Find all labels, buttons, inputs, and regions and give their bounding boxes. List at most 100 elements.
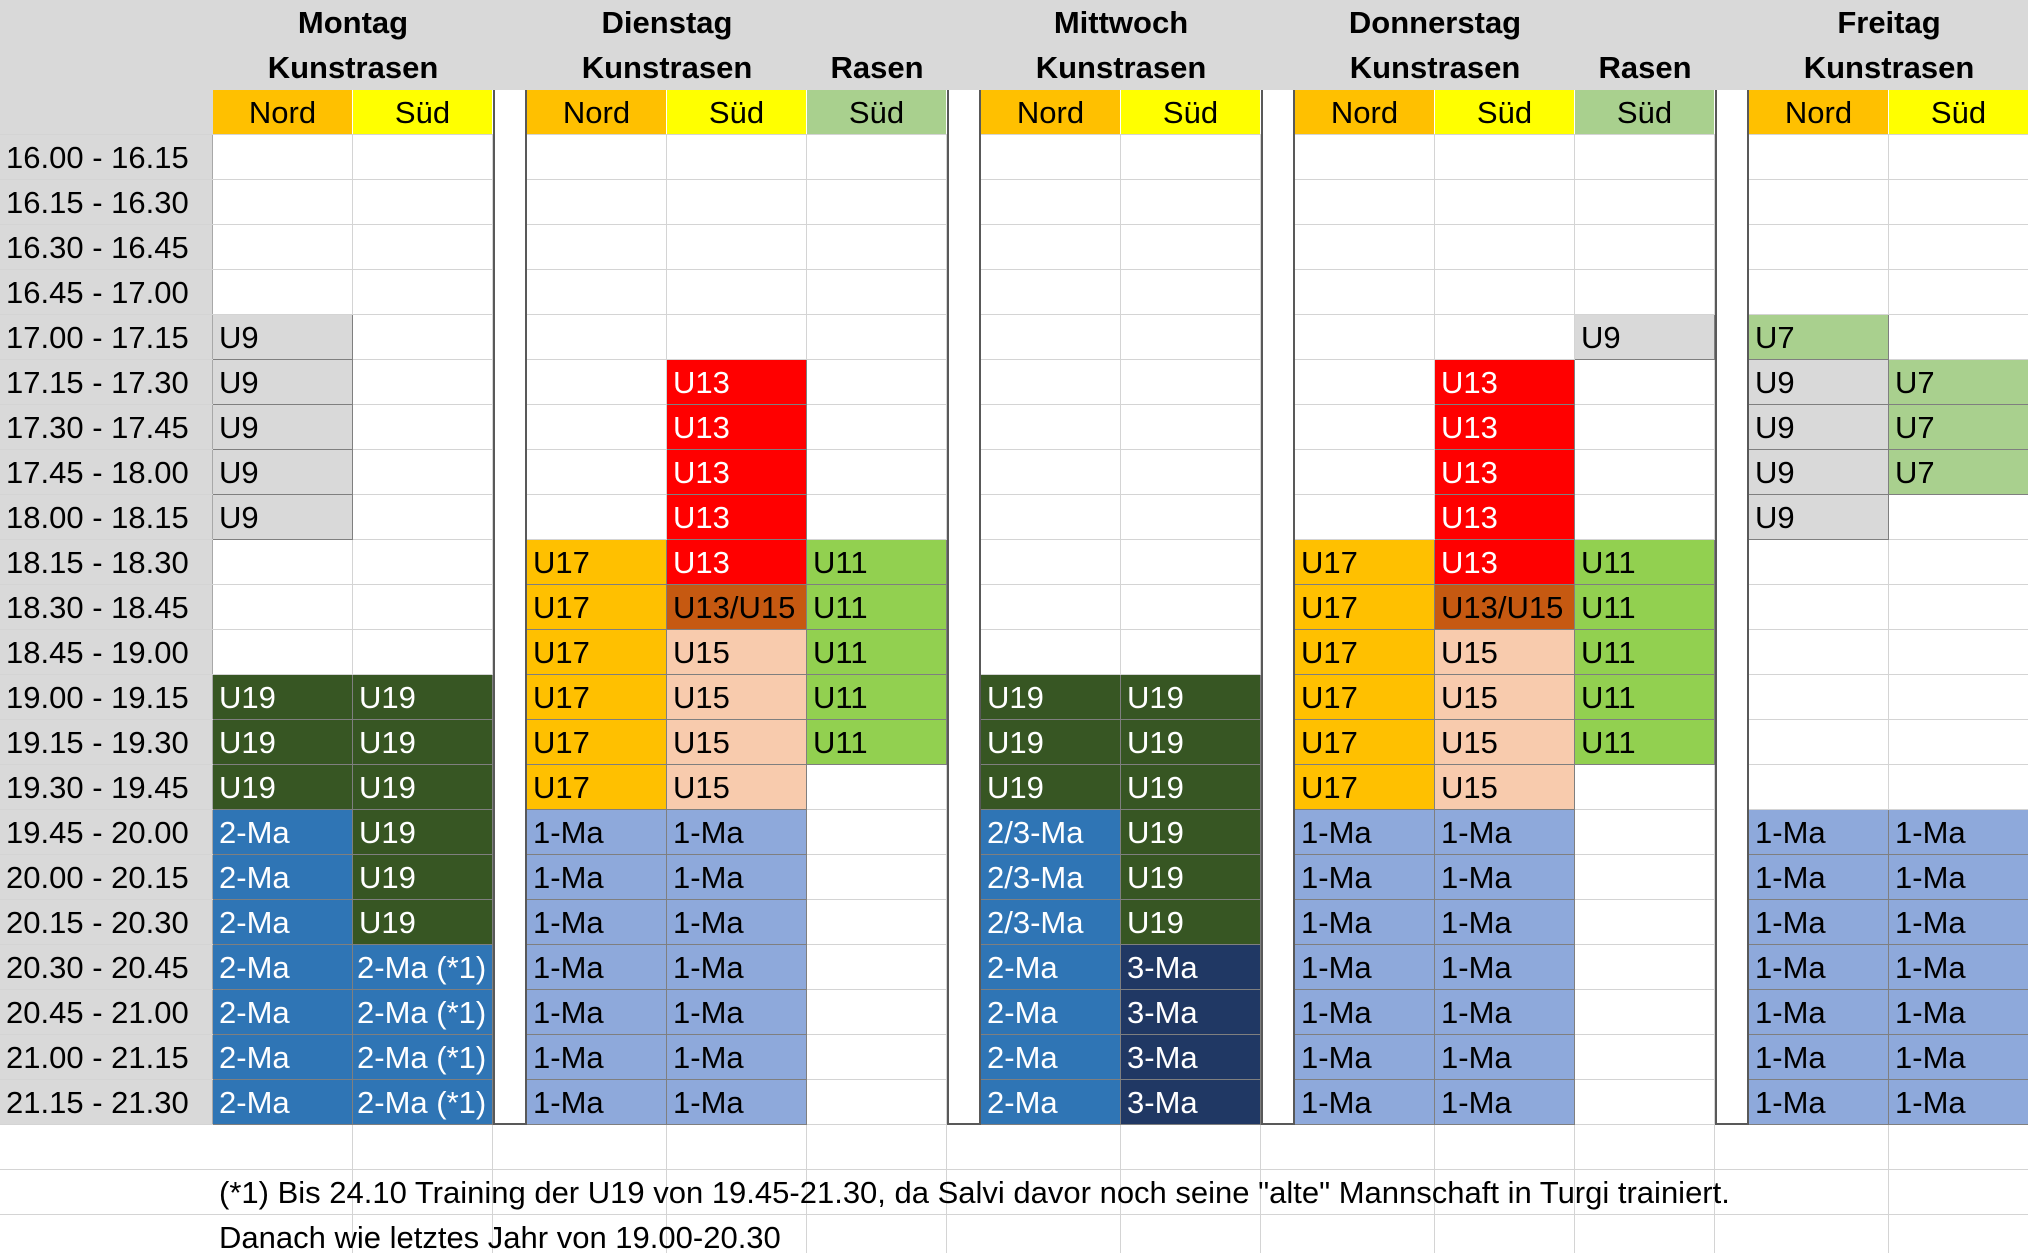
training-slot[interactable]: 1-Ma bbox=[1295, 900, 1435, 945]
training-slot[interactable]: U9 bbox=[1749, 450, 1889, 495]
training-slot[interactable]: 2-Ma bbox=[213, 945, 353, 990]
training-slot[interactable]: U17 bbox=[527, 765, 667, 810]
training-slot[interactable]: 2-Ma (*1) bbox=[353, 945, 493, 990]
training-slot[interactable]: U13 bbox=[1435, 495, 1575, 540]
training-slot[interactable]: 1-Ma bbox=[1435, 900, 1575, 945]
training-slot[interactable]: 2-Ma bbox=[213, 1080, 353, 1125]
training-slot[interactable]: 3-Ma bbox=[1121, 945, 1261, 990]
training-slot[interactable]: 1-Ma bbox=[1295, 990, 1435, 1035]
training-slot[interactable]: U19 bbox=[213, 720, 353, 765]
training-slot[interactable]: 1-Ma bbox=[1749, 1080, 1889, 1125]
training-slot[interactable]: U19 bbox=[981, 675, 1121, 720]
training-slot[interactable]: U19 bbox=[353, 855, 493, 900]
training-slot[interactable]: 1-Ma bbox=[1889, 1035, 2028, 1080]
training-slot[interactable]: 2/3-Ma bbox=[981, 810, 1121, 855]
training-slot[interactable]: U19 bbox=[1121, 900, 1261, 945]
training-slot[interactable]: U13 bbox=[1435, 540, 1575, 585]
training-slot[interactable]: U15 bbox=[667, 630, 807, 675]
training-slot[interactable]: 1-Ma bbox=[667, 990, 807, 1035]
training-slot[interactable]: 2-Ma bbox=[213, 855, 353, 900]
training-slot[interactable]: U9 bbox=[213, 495, 353, 540]
training-slot[interactable]: 1-Ma bbox=[667, 945, 807, 990]
training-slot[interactable]: 1-Ma bbox=[1749, 855, 1889, 900]
training-slot[interactable]: U19 bbox=[1121, 675, 1261, 720]
training-slot[interactable]: U19 bbox=[1121, 855, 1261, 900]
training-slot[interactable]: 2-Ma bbox=[981, 1080, 1121, 1125]
training-slot[interactable]: 1-Ma bbox=[1295, 810, 1435, 855]
training-slot[interactable]: 2-Ma bbox=[213, 990, 353, 1035]
training-slot[interactable]: U17 bbox=[1295, 630, 1435, 675]
training-slot[interactable]: U17 bbox=[1295, 675, 1435, 720]
training-slot[interactable]: 2-Ma bbox=[981, 945, 1121, 990]
training-slot[interactable]: 1-Ma bbox=[527, 810, 667, 855]
training-slot[interactable]: 1-Ma bbox=[667, 810, 807, 855]
training-slot[interactable]: 1-Ma bbox=[1749, 990, 1889, 1035]
training-slot[interactable]: 1-Ma bbox=[1749, 1035, 1889, 1080]
training-slot[interactable]: U17 bbox=[527, 630, 667, 675]
training-slot[interactable]: U17 bbox=[1295, 720, 1435, 765]
training-slot[interactable]: 1-Ma bbox=[527, 945, 667, 990]
training-slot[interactable]: U19 bbox=[213, 675, 353, 720]
training-slot[interactable]: 3-Ma bbox=[1121, 990, 1261, 1035]
training-slot[interactable]: U13 bbox=[1435, 360, 1575, 405]
training-slot[interactable]: 2-Ma bbox=[213, 1035, 353, 1080]
training-slot[interactable]: U9 bbox=[213, 405, 353, 450]
training-slot[interactable]: U15 bbox=[1435, 765, 1575, 810]
training-slot[interactable]: U9 bbox=[1749, 495, 1889, 540]
training-slot[interactable]: 1-Ma bbox=[667, 1035, 807, 1080]
training-slot[interactable]: U7 bbox=[1889, 360, 2028, 405]
training-slot[interactable]: 1-Ma bbox=[1889, 990, 2028, 1035]
training-slot[interactable]: U15 bbox=[667, 720, 807, 765]
training-slot[interactable]: 2-Ma bbox=[213, 810, 353, 855]
training-slot[interactable]: U11 bbox=[807, 720, 947, 765]
training-slot[interactable]: U19 bbox=[353, 900, 493, 945]
training-slot[interactable]: U15 bbox=[667, 675, 807, 720]
training-slot[interactable]: U13/U15 bbox=[1435, 585, 1575, 630]
training-slot[interactable]: 1-Ma bbox=[1295, 945, 1435, 990]
training-slot[interactable]: U13/U15 bbox=[667, 585, 807, 630]
training-slot[interactable]: 2/3-Ma bbox=[981, 900, 1121, 945]
training-slot[interactable]: 1-Ma bbox=[1749, 945, 1889, 990]
training-slot[interactable]: U11 bbox=[807, 630, 947, 675]
training-slot[interactable]: 1-Ma bbox=[1295, 855, 1435, 900]
training-slot[interactable]: 1-Ma bbox=[1749, 900, 1889, 945]
training-slot[interactable]: 2-Ma bbox=[981, 1035, 1121, 1080]
training-slot[interactable]: U19 bbox=[353, 675, 493, 720]
training-slot[interactable]: U19 bbox=[981, 720, 1121, 765]
training-slot[interactable]: 1-Ma bbox=[667, 1080, 807, 1125]
training-slot[interactable]: U9 bbox=[1749, 360, 1889, 405]
training-slot[interactable]: 1-Ma bbox=[527, 855, 667, 900]
training-slot[interactable]: U17 bbox=[527, 720, 667, 765]
training-slot[interactable]: 1-Ma bbox=[527, 990, 667, 1035]
training-slot[interactable]: 1-Ma bbox=[1889, 945, 2028, 990]
training-slot[interactable]: 1-Ma bbox=[1889, 1080, 2028, 1125]
training-slot[interactable]: U11 bbox=[807, 675, 947, 720]
training-slot[interactable]: 1-Ma bbox=[1435, 1035, 1575, 1080]
training-slot[interactable]: U13 bbox=[1435, 450, 1575, 495]
training-slot[interactable]: U9 bbox=[213, 315, 353, 360]
training-slot[interactable]: U11 bbox=[1575, 630, 1715, 675]
training-slot[interactable]: 1-Ma bbox=[1435, 855, 1575, 900]
training-slot[interactable]: U13 bbox=[1435, 405, 1575, 450]
training-slot[interactable]: U11 bbox=[1575, 675, 1715, 720]
training-slot[interactable]: U15 bbox=[1435, 720, 1575, 765]
training-slot[interactable]: 3-Ma bbox=[1121, 1035, 1261, 1080]
training-slot[interactable]: U15 bbox=[667, 765, 807, 810]
training-slot[interactable]: 2-Ma (*1) bbox=[353, 1035, 493, 1080]
training-slot[interactable]: 1-Ma bbox=[667, 855, 807, 900]
training-slot[interactable]: 1-Ma bbox=[527, 1080, 667, 1125]
training-slot[interactable]: 1-Ma bbox=[527, 1035, 667, 1080]
training-slot[interactable]: 1-Ma bbox=[1295, 1035, 1435, 1080]
training-slot[interactable]: U7 bbox=[1889, 405, 2028, 450]
training-slot[interactable]: U9 bbox=[213, 450, 353, 495]
training-slot[interactable]: U7 bbox=[1889, 450, 2028, 495]
training-slot[interactable]: 2/3-Ma bbox=[981, 855, 1121, 900]
training-slot[interactable]: U19 bbox=[1121, 810, 1261, 855]
training-slot[interactable]: U11 bbox=[1575, 720, 1715, 765]
training-slot[interactable]: U9 bbox=[213, 360, 353, 405]
training-slot[interactable]: U17 bbox=[527, 540, 667, 585]
training-slot[interactable]: U19 bbox=[353, 810, 493, 855]
training-slot[interactable]: 3-Ma bbox=[1121, 1080, 1261, 1125]
training-slot[interactable]: 1-Ma bbox=[1889, 810, 2028, 855]
training-slot[interactable]: U13 bbox=[667, 540, 807, 585]
